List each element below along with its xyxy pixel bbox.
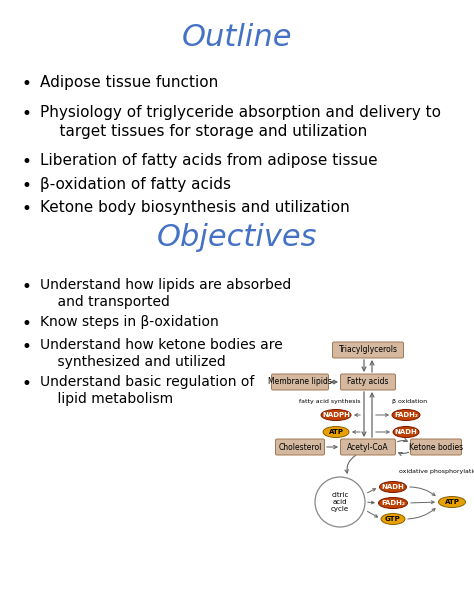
Ellipse shape bbox=[321, 409, 351, 421]
FancyBboxPatch shape bbox=[340, 439, 395, 455]
Text: Membrane lipids: Membrane lipids bbox=[268, 378, 332, 387]
FancyBboxPatch shape bbox=[332, 342, 403, 358]
Text: •: • bbox=[22, 278, 32, 296]
Ellipse shape bbox=[392, 409, 420, 421]
Text: •: • bbox=[22, 375, 32, 393]
Text: FADH₂: FADH₂ bbox=[381, 500, 405, 506]
Text: Acetyl-CoA: Acetyl-CoA bbox=[347, 443, 389, 452]
FancyBboxPatch shape bbox=[275, 439, 325, 455]
Text: Understand basic regulation of
    lipid metabolism: Understand basic regulation of lipid met… bbox=[40, 375, 255, 406]
Ellipse shape bbox=[379, 498, 408, 509]
Text: Ketone bodies: Ketone bodies bbox=[409, 443, 463, 452]
Text: Adipose tissue function: Adipose tissue function bbox=[40, 75, 218, 90]
FancyBboxPatch shape bbox=[272, 374, 328, 390]
Text: β oxidation: β oxidation bbox=[392, 400, 428, 405]
Text: NADH: NADH bbox=[395, 429, 418, 435]
Text: •: • bbox=[22, 200, 32, 218]
Text: oxidative phosphorylation: oxidative phosphorylation bbox=[399, 470, 474, 474]
Text: Fatty acids: Fatty acids bbox=[347, 378, 389, 387]
Ellipse shape bbox=[393, 427, 419, 438]
Text: Cholesterol: Cholesterol bbox=[278, 443, 322, 452]
Ellipse shape bbox=[380, 481, 407, 492]
Text: Liberation of fatty acids from adipose tissue: Liberation of fatty acids from adipose t… bbox=[40, 153, 378, 168]
FancyBboxPatch shape bbox=[410, 439, 462, 455]
Text: Outline: Outline bbox=[182, 23, 292, 53]
Text: fatty acid synthesis: fatty acid synthesis bbox=[299, 400, 361, 405]
Text: FADH₂: FADH₂ bbox=[394, 412, 418, 418]
Text: NADPH: NADPH bbox=[322, 412, 350, 418]
Text: GTP: GTP bbox=[385, 516, 401, 522]
Text: •: • bbox=[22, 177, 32, 195]
Text: Physiology of triglyceride absorption and delivery to
    target tissues for sto: Physiology of triglyceride absorption an… bbox=[40, 105, 441, 139]
Text: •: • bbox=[22, 75, 32, 93]
Text: Understand how lipids are absorbed
    and transported: Understand how lipids are absorbed and t… bbox=[40, 278, 291, 310]
Text: Triacylglycerols: Triacylglycerols bbox=[338, 346, 398, 354]
Text: citric
acid
cycle: citric acid cycle bbox=[331, 492, 349, 512]
Text: Know steps in β-oxidation: Know steps in β-oxidation bbox=[40, 315, 219, 329]
Ellipse shape bbox=[381, 514, 405, 525]
FancyBboxPatch shape bbox=[340, 374, 395, 390]
Text: •: • bbox=[22, 338, 32, 356]
Text: •: • bbox=[22, 315, 32, 333]
Text: •: • bbox=[22, 105, 32, 123]
Text: Ketone body biosynthesis and utilization: Ketone body biosynthesis and utilization bbox=[40, 200, 350, 215]
Text: Understand how ketone bodies are
    synthesized and utilized: Understand how ketone bodies are synthes… bbox=[40, 338, 283, 369]
Text: ATP: ATP bbox=[445, 499, 459, 505]
Ellipse shape bbox=[323, 427, 349, 438]
Text: β-oxidation of fatty acids: β-oxidation of fatty acids bbox=[40, 177, 231, 192]
Ellipse shape bbox=[438, 497, 465, 508]
Text: Objectives: Objectives bbox=[157, 224, 317, 253]
Text: ATP: ATP bbox=[328, 429, 344, 435]
Text: •: • bbox=[22, 153, 32, 171]
Text: NADH: NADH bbox=[382, 484, 404, 490]
